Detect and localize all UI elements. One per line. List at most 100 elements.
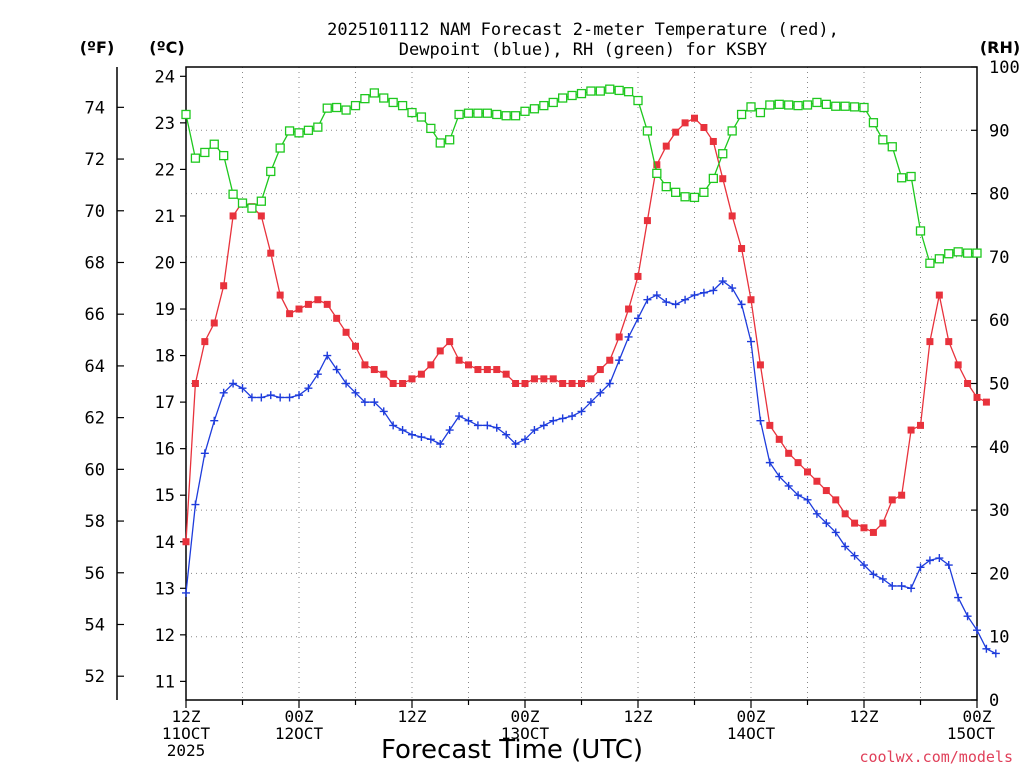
temperature-point [813,477,821,485]
rh-point [934,254,944,264]
rh-point [736,109,747,120]
rh-point [784,100,794,110]
rh-point [473,108,483,118]
temperature-point [945,338,953,346]
rh-point [652,168,662,178]
dewpoint-point [822,519,831,528]
rh-point [925,258,935,268]
fahrenheit-tick-label: 64 [85,357,105,377]
fahrenheit-tick-label: 60 [85,460,105,480]
temperature-point [559,380,567,387]
dewpoint-point [982,644,991,653]
temperature-point [935,291,943,299]
celsius-tick-label: 20 [155,253,175,273]
dewpoint-point [266,391,275,400]
rh-point [586,86,596,96]
dewpoint-point [379,407,388,416]
dewpoint-point [586,398,595,407]
rh-point [868,118,879,128]
rh-point [849,102,860,112]
dewpoint-point [426,435,435,444]
temperature-point [888,496,896,504]
temperature-point [201,338,209,346]
temperature-point [841,510,849,518]
rh-point [294,128,304,138]
dewpoint-point [455,412,464,421]
temperature-point [954,361,962,369]
rh-point [567,90,577,101]
rh-point [614,85,624,96]
rh-point [322,103,332,113]
rh-point [944,249,954,259]
rh-point [765,100,775,110]
rh-point [407,107,417,118]
dewpoint-point [492,423,501,432]
temperature-point [182,538,190,546]
rh-point [190,153,201,163]
dewpoint-point [229,379,238,388]
dewpoint-point [304,384,313,393]
temperature-point [465,361,472,369]
rh-point [595,86,605,96]
dewpoint-point [219,388,228,397]
dewpoint-point [596,388,605,397]
dewpoint-point [634,314,642,323]
dewpoint-point [944,561,953,570]
fahrenheit-tick-label: 58 [85,512,105,532]
rh-point [510,111,521,121]
temperature-point [738,245,746,253]
dewpoint-point [342,379,351,388]
temperature-point [323,300,331,308]
temperature-point [568,380,576,387]
temperature-point [540,375,548,383]
dewpoint-point [436,440,445,449]
fahrenheit-axis-ticks: 52 54 56 58 60 62 64 66 68 70 72 74 [85,98,124,687]
dewpoint-point [210,416,219,425]
fahrenheit-tick-label: 70 [85,202,105,222]
dewpoint-point [191,500,200,509]
temperature-point [766,421,774,429]
rh-point [840,101,850,111]
temperature-point [964,380,972,387]
celsius-tick-label: 14 [155,533,175,553]
celsius-tick-label: 17 [155,393,175,413]
rh-point [275,143,285,153]
celsius-tick-label: 22 [155,160,175,180]
temperature-point [295,305,303,313]
dewpoint-point [408,430,416,439]
time-tick-label: 12Z [398,707,427,726]
temperature-point [436,347,444,355]
fahrenheit-tick-label: 52 [85,667,105,687]
rh-point [313,122,323,132]
rh-point [802,100,813,110]
dewpoint-point [973,626,981,635]
rh-point [341,105,351,115]
rh-point [369,88,379,98]
time-tick-label: 00Z [285,707,314,726]
rh-point [680,192,690,202]
dewpoint-point [445,426,454,435]
temperature-point [785,449,793,457]
temperature-point [210,319,218,327]
dewpoint-point [539,421,548,430]
rh-point [915,226,926,236]
time-tick-label: 14OCT [727,724,776,743]
dewpoint-point [624,332,633,341]
dewpoint-point [200,449,209,458]
temperature-point [342,328,350,336]
temperature-point [804,468,811,476]
temperature-point [606,356,614,364]
temperature-point [625,305,633,313]
temperature-point [361,361,369,369]
temperature-point [615,333,623,341]
rh-point [482,108,492,118]
temperature-point [408,375,416,383]
dewpoint-point [530,426,539,435]
temperature-point [455,356,463,364]
dewpoint-point [690,291,699,300]
temperature-point [286,310,294,318]
rh-point [209,139,219,149]
dewpoint-point [925,556,934,565]
rh-point [821,99,831,109]
